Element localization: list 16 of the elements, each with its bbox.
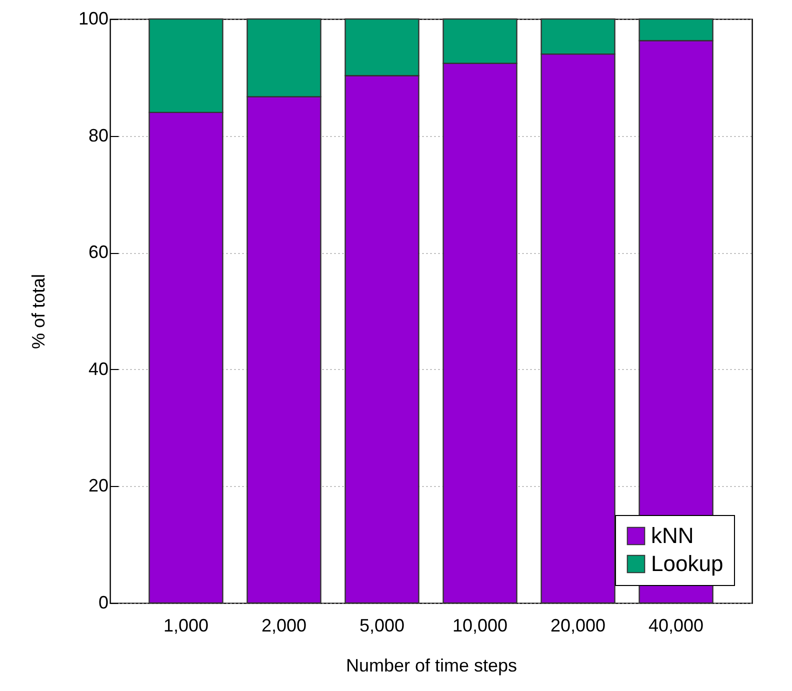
y-tick-label: 20 [88, 476, 108, 496]
x-tick-label: 10,000 [452, 616, 508, 636]
y-tick-label: 40 [88, 358, 108, 379]
x-axis-title: Number of time steps [346, 656, 518, 676]
x-tick-label: 20,000 [550, 616, 606, 636]
y-tick-label: 80 [88, 125, 108, 146]
y-tick-label: 0 [98, 592, 108, 612]
y-tick-label: 100 [78, 8, 108, 28]
x-tick-label: 5,000 [359, 616, 405, 636]
x-tick-label: 40,000 [648, 616, 704, 636]
legend-label: kNN [651, 523, 694, 548]
y-axis-title: % of total [28, 274, 48, 350]
legend-label: Lookup [651, 551, 724, 576]
x-tick-label: 2,000 [261, 616, 306, 636]
y-tick-label: 60 [88, 242, 108, 262]
x-tick-label: 1,000 [163, 616, 208, 636]
